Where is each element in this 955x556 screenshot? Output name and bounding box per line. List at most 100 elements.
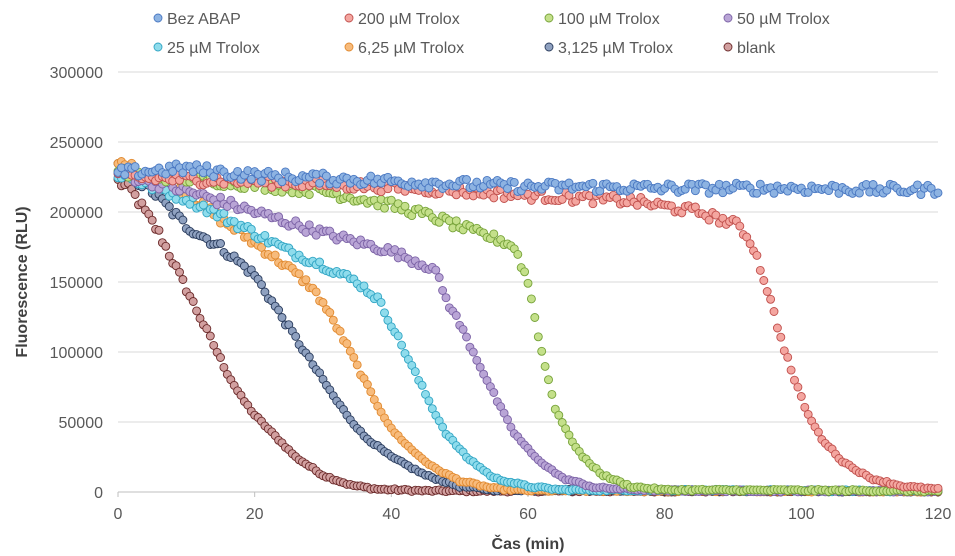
- data-point: [325, 308, 335, 317]
- data-point: [130, 190, 140, 199]
- y-tick-label: 50000: [59, 415, 104, 432]
- data-point: [451, 216, 461, 226]
- x-tick-label: 60: [519, 506, 537, 523]
- data-point: [393, 331, 403, 341]
- data-point: [458, 324, 468, 334]
- data-point: [776, 332, 786, 342]
- data-point: [301, 275, 311, 285]
- data-point: [438, 286, 448, 295]
- data-point: [462, 332, 471, 342]
- data-point: [400, 201, 410, 211]
- data-point: [277, 177, 287, 187]
- data-point: [933, 188, 943, 198]
- data-point: [294, 269, 304, 279]
- x-tick-label: 120: [925, 506, 952, 523]
- legend-marker: [723, 13, 733, 23]
- legend-label: Bez ABAP: [167, 11, 241, 28]
- x-tick-label: 20: [246, 506, 264, 523]
- data-point: [257, 176, 266, 186]
- data-point: [376, 297, 386, 307]
- data-point: [783, 352, 793, 362]
- data-point: [520, 267, 530, 277]
- data-point: [233, 166, 243, 176]
- data-point: [219, 362, 229, 372]
- data-point: [321, 171, 331, 181]
- data-point: [735, 221, 745, 231]
- data-point: [362, 380, 372, 389]
- data-point: [164, 202, 174, 211]
- legend-marker: [544, 42, 554, 52]
- data-point: [509, 177, 519, 187]
- data-point: [772, 323, 782, 333]
- data-point: [270, 250, 280, 260]
- data-point: [209, 340, 219, 350]
- data-point: [137, 198, 147, 208]
- data-point: [178, 275, 188, 284]
- data-point: [386, 195, 396, 205]
- data-point: [205, 331, 215, 341]
- axes: 0 50000 100000 150000 200000 250000 300000 0 20 4…: [50, 65, 952, 523]
- legend-item: 100 µM Trolox: [544, 11, 660, 28]
- data-point: [800, 402, 810, 412]
- legend-marker: [153, 42, 163, 52]
- legend-marker: [344, 13, 354, 23]
- data-point: [868, 180, 878, 189]
- data-point: [526, 294, 536, 304]
- y-tick-label: 100000: [50, 345, 103, 362]
- x-tick-label: 80: [656, 506, 674, 523]
- data-point: [554, 410, 564, 420]
- data-point: [291, 331, 301, 341]
- data-point: [489, 388, 499, 397]
- data-point: [854, 188, 864, 198]
- data-point: [796, 392, 806, 401]
- data-point: [260, 230, 270, 240]
- data-point: [216, 353, 225, 362]
- data-point: [475, 362, 485, 372]
- legend-label: 3,125 µM Trolox: [558, 40, 673, 57]
- y-axis-title: Fluorescence (RLU): [14, 206, 31, 357]
- data-point: [704, 215, 714, 225]
- data-point: [564, 430, 574, 440]
- data-point: [164, 251, 174, 261]
- data-point: [352, 360, 362, 370]
- x-axis-title: Čas (min): [492, 534, 565, 553]
- data-point: [274, 305, 284, 315]
- legend-label: 6,25 µM Trolox: [358, 40, 464, 57]
- data-point: [311, 287, 321, 297]
- data-point: [202, 161, 212, 171]
- data-point: [424, 396, 434, 406]
- data-point: [533, 332, 543, 342]
- legend-marker: [723, 42, 733, 52]
- data-point: [434, 273, 444, 282]
- data-point: [431, 265, 441, 275]
- series-bez-abap: [113, 159, 943, 200]
- legend-item: 200 µM Trolox: [344, 11, 460, 28]
- data-point: [513, 249, 523, 259]
- data-point: [933, 483, 943, 493]
- legend-item: Bez ABAP: [153, 11, 241, 28]
- data-point: [468, 347, 478, 357]
- data-point: [523, 278, 533, 288]
- legend-item: 25 µM Trolox: [153, 40, 260, 57]
- data-point: [530, 313, 540, 322]
- legend-marker: [153, 13, 163, 23]
- data-point: [335, 326, 345, 336]
- legend-item: 50 µM Trolox: [723, 11, 830, 28]
- legend-marker: [544, 13, 554, 23]
- legend-item: blank: [723, 40, 776, 57]
- data-point: [813, 427, 823, 437]
- data-point: [277, 313, 287, 322]
- data-point: [588, 199, 598, 209]
- data-point: [762, 287, 772, 296]
- data-point: [349, 352, 359, 362]
- data-point: [246, 224, 256, 234]
- data-point: [489, 229, 499, 239]
- data-point: [766, 294, 776, 304]
- data-point: [769, 188, 779, 198]
- data-point: [557, 194, 567, 204]
- legend-label: 200 µM Trolox: [358, 11, 460, 28]
- data-point: [147, 215, 157, 225]
- data-point: [745, 239, 755, 249]
- data-point: [759, 276, 769, 285]
